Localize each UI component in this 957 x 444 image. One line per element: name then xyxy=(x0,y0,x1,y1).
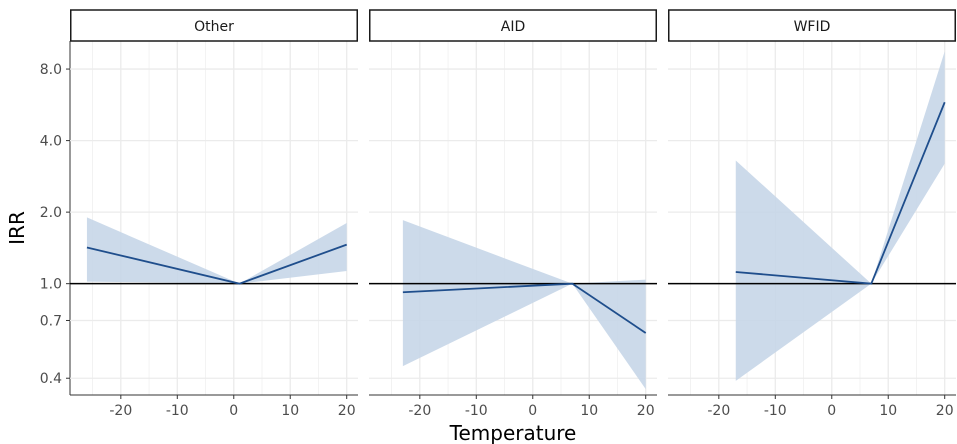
irr-line xyxy=(402,282,647,334)
panel-aid: -20 -10 0 10 20 AID xyxy=(369,9,657,419)
y-tick-label: 0.4 xyxy=(40,371,62,387)
x-tick-label: 20 xyxy=(338,403,356,419)
panel-wfid: -20 -10 0 10 20 WFID xyxy=(668,9,956,419)
y-axis-title: IRR xyxy=(5,211,29,245)
confidence-ribbon xyxy=(735,51,945,381)
irr-line xyxy=(735,101,946,285)
confidence-ribbon xyxy=(86,217,347,284)
y-tick-label: 0.7 xyxy=(40,313,62,329)
confidence-ribbon xyxy=(402,220,646,390)
x-tick-label: 10 xyxy=(879,403,897,419)
x-tick-label: 0 xyxy=(827,403,836,419)
facet-strip-label: WFID xyxy=(794,19,831,35)
x-tick-label: -10 xyxy=(465,403,488,419)
facet-strip xyxy=(70,9,358,42)
x-tick-label: 0 xyxy=(528,403,537,419)
facet-strip-label: Other xyxy=(194,19,234,35)
x-tick-label: -20 xyxy=(408,403,431,419)
panels-layer: 8.0 4.0 2.0 1.0 0.7 0.4 -20 -10 0 10 20 Other -20 -10… xyxy=(40,9,956,419)
x-tick-label: 20 xyxy=(637,403,655,419)
y-tick-label: 8.0 xyxy=(40,62,62,78)
irr-line xyxy=(86,243,348,285)
x-tick-label: 10 xyxy=(580,403,598,419)
facet-strip xyxy=(668,9,956,42)
y-tick-label: 1.0 xyxy=(40,277,62,293)
facet-strip-label: AID xyxy=(501,19,526,35)
x-tick-label: -10 xyxy=(166,403,189,419)
x-tick-label: -10 xyxy=(764,403,787,419)
facet-strip xyxy=(369,9,657,42)
x-tick-label: -20 xyxy=(109,403,132,419)
x-tick-label: -20 xyxy=(707,403,730,419)
x-axis-title: Temperature xyxy=(449,421,577,444)
y-tick-label: 2.0 xyxy=(40,205,62,221)
panel-other: -20 -10 0 10 20 Other xyxy=(70,9,358,419)
x-tick-label: 0 xyxy=(229,403,238,419)
x-tick-label: 10 xyxy=(281,403,299,419)
x-tick-label: 20 xyxy=(936,403,954,419)
y-tick-label: 4.0 xyxy=(40,134,62,150)
